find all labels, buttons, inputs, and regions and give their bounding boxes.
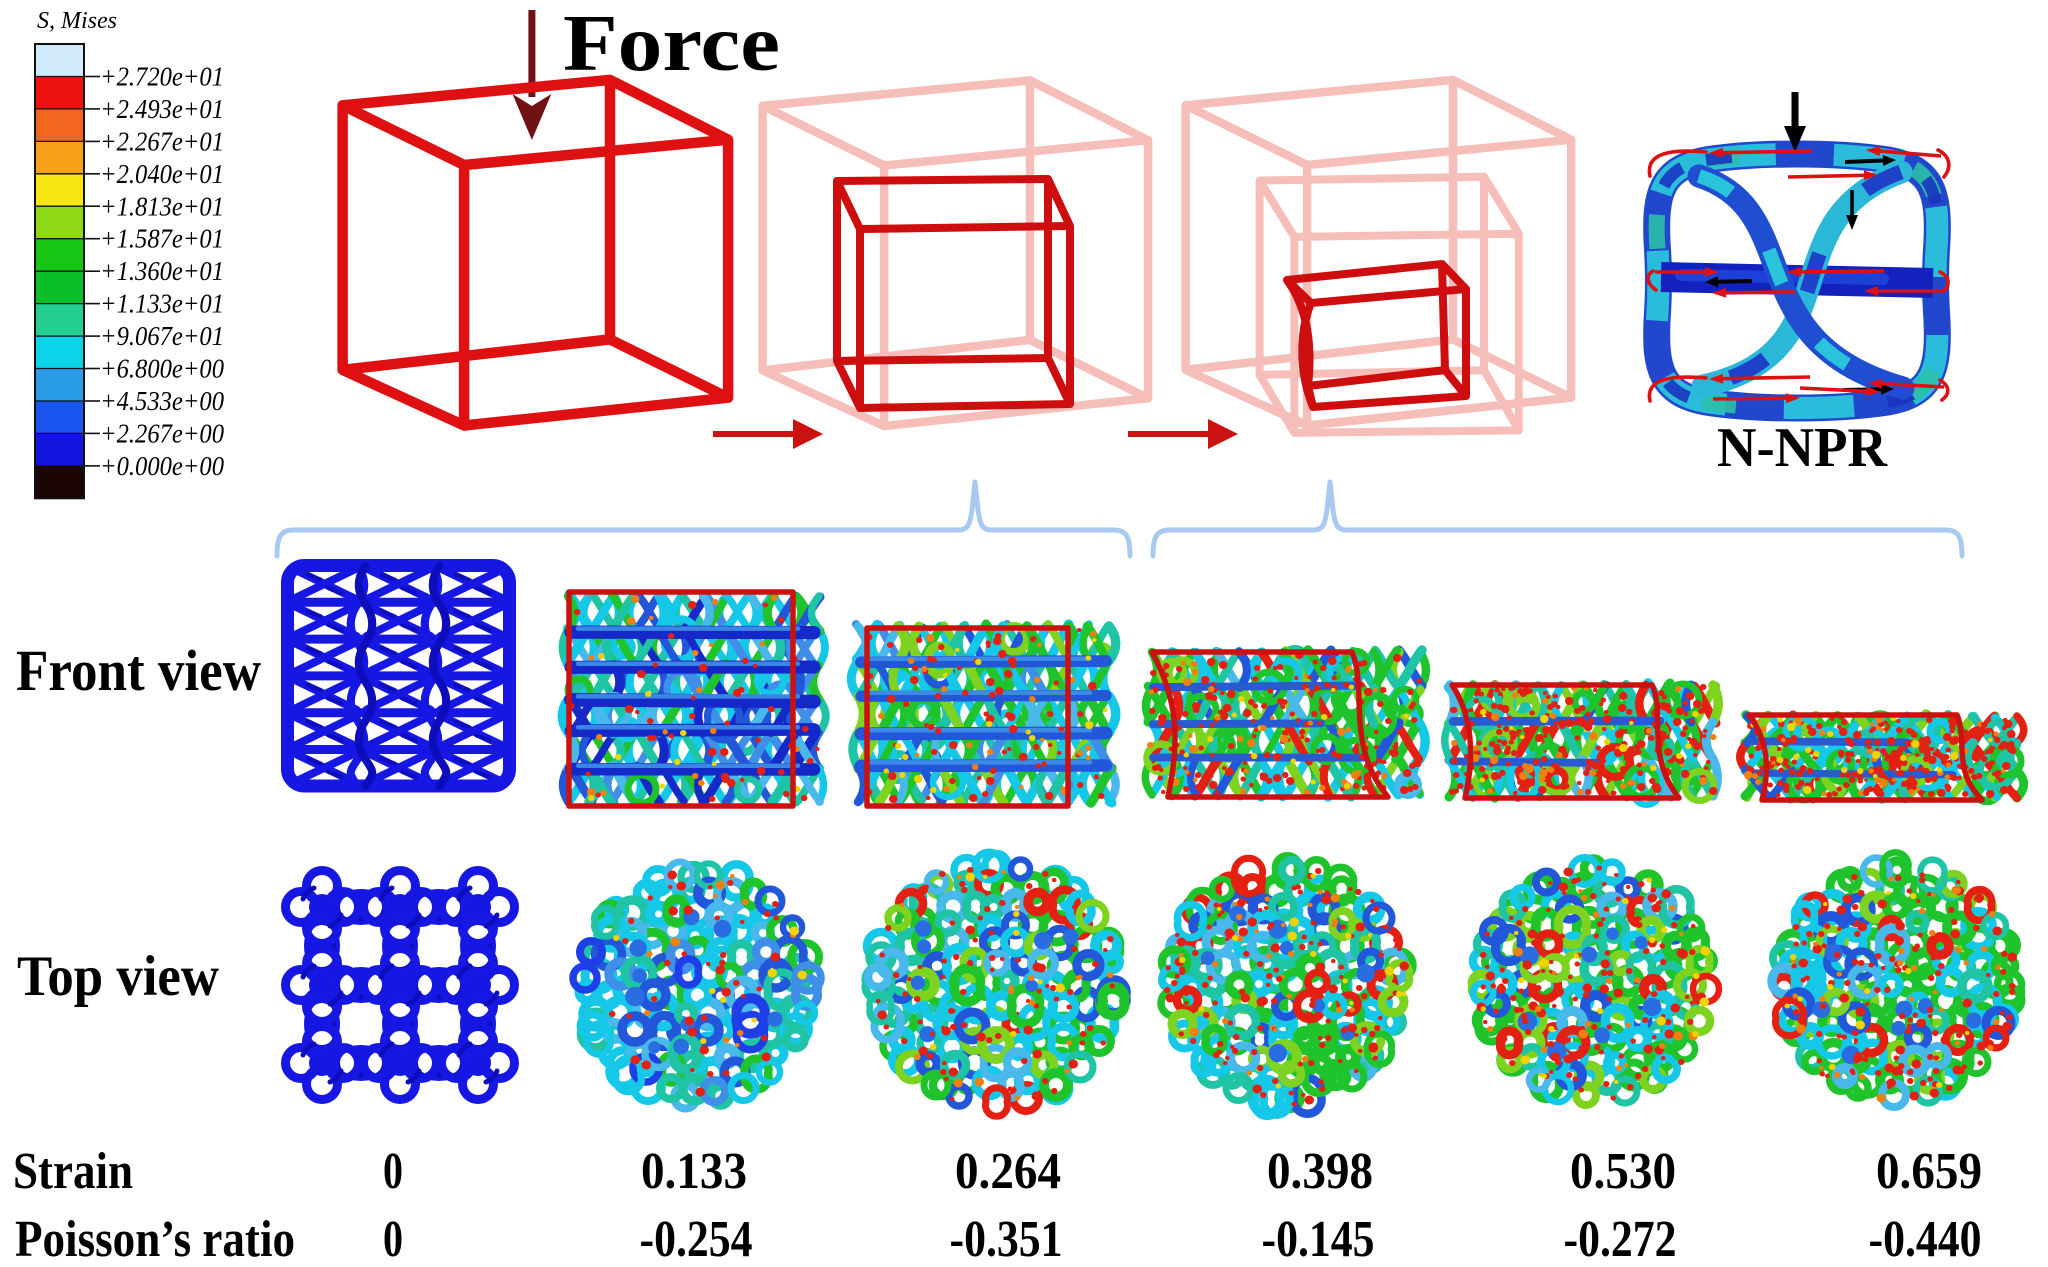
svg-text:-0.440: -0.440 bbox=[1869, 1211, 1982, 1267]
svg-text:0: 0 bbox=[383, 1143, 403, 1200]
svg-text:Top view: Top view bbox=[17, 945, 219, 1008]
svg-text:+4.533e+00: +4.533e+00 bbox=[100, 386, 224, 416]
svg-text:+1.360e+01: +1.360e+01 bbox=[100, 256, 224, 286]
svg-text:-0.272: -0.272 bbox=[1564, 1211, 1677, 1267]
svg-text:+2.720e+01: +2.720e+01 bbox=[100, 61, 224, 91]
svg-text:0.530: 0.530 bbox=[1570, 1143, 1676, 1200]
svg-text:-0.351: -0.351 bbox=[950, 1211, 1063, 1267]
svg-text:0.659: 0.659 bbox=[1876, 1143, 1982, 1200]
svg-text:Front view: Front view bbox=[16, 638, 261, 703]
svg-text:+2.493e+01: +2.493e+01 bbox=[100, 94, 224, 124]
svg-text:+1.133e+01: +1.133e+01 bbox=[100, 289, 224, 319]
svg-text:+9.067e+01: +9.067e+01 bbox=[100, 321, 224, 351]
svg-text:0.398: 0.398 bbox=[1267, 1143, 1373, 1200]
svg-text:Poisson’s ratio: Poisson’s ratio bbox=[15, 1211, 295, 1267]
svg-text:0: 0 bbox=[383, 1211, 403, 1267]
svg-text:+1.813e+01: +1.813e+01 bbox=[100, 191, 224, 221]
svg-text:0.133: 0.133 bbox=[641, 1143, 747, 1200]
svg-text:Strain: Strain bbox=[13, 1143, 133, 1200]
svg-text:+0.000e+00: +0.000e+00 bbox=[100, 451, 224, 481]
svg-text:+2.267e+00: +2.267e+00 bbox=[100, 418, 224, 448]
svg-text:+2.267e+01: +2.267e+01 bbox=[100, 126, 224, 156]
svg-text:+2.040e+01: +2.040e+01 bbox=[100, 159, 224, 189]
svg-text:-0.254: -0.254 bbox=[640, 1211, 753, 1267]
svg-text:N-NPR: N-NPR bbox=[1717, 417, 1888, 479]
svg-text:-0.145: -0.145 bbox=[1262, 1211, 1375, 1267]
svg-text:+1.587e+01: +1.587e+01 bbox=[100, 224, 224, 254]
svg-text:0.264: 0.264 bbox=[955, 1143, 1061, 1200]
svg-text:Force: Force bbox=[563, 0, 780, 88]
svg-text:S, Mises: S, Mises bbox=[37, 8, 117, 34]
svg-text:+6.800e+00: +6.800e+00 bbox=[100, 354, 224, 384]
